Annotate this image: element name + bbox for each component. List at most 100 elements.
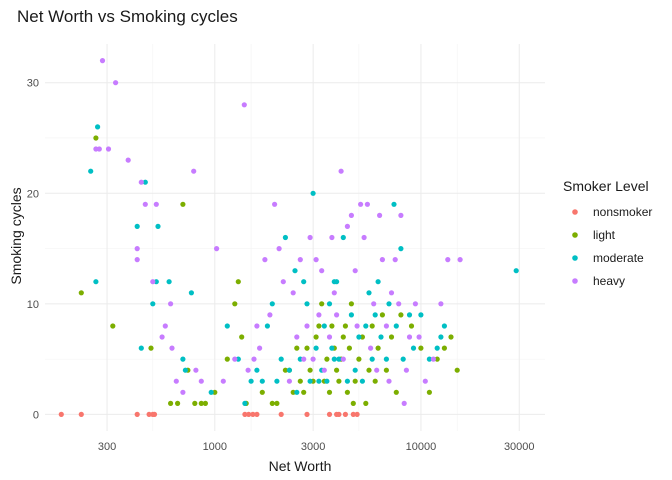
data-point-moderate <box>180 356 186 362</box>
gridlines <box>45 44 545 431</box>
data-point-moderate <box>93 279 99 285</box>
data-point-heavy <box>358 201 364 207</box>
data-point-moderate <box>286 367 292 373</box>
y-tick-label: 0 <box>33 409 39 421</box>
data-point-light <box>350 400 356 406</box>
data-point-heavy <box>272 201 278 207</box>
x-axis-title: Net Worth <box>269 458 332 474</box>
data-point-heavy <box>396 301 402 307</box>
data-point-moderate <box>369 356 375 362</box>
data-point-moderate <box>292 268 298 274</box>
data-point-moderate <box>316 378 322 384</box>
data-point-light <box>363 400 369 406</box>
data-point-light <box>434 356 440 362</box>
data-point-light <box>304 345 310 351</box>
data-point-nonsmoker <box>254 411 260 417</box>
data-point-light <box>398 312 404 318</box>
data-point-heavy <box>168 301 174 307</box>
legend: Smoker Level nonsmoker light moderate heavy <box>563 178 652 288</box>
data-point-nonsmoker <box>250 411 256 417</box>
data-point-moderate <box>326 301 333 307</box>
data-point-light <box>212 389 218 395</box>
legend-label-heavy: heavy <box>593 274 625 288</box>
data-point-light <box>342 323 348 329</box>
data-point-light <box>78 290 84 296</box>
legend-key-moderate <box>572 255 578 261</box>
data-point-moderate <box>138 345 144 351</box>
data-point-heavy <box>392 257 398 263</box>
data-point-light <box>348 301 354 307</box>
data-point-heavy <box>150 279 156 285</box>
data-point-heavy <box>214 246 220 252</box>
data-point-nonsmoker <box>342 411 348 417</box>
data-point-heavy <box>377 212 383 218</box>
data-point-heavy <box>368 345 374 351</box>
data-point-heavy <box>313 257 319 263</box>
data-point-moderate <box>264 323 270 329</box>
data-point-heavy <box>113 80 119 86</box>
data-point-moderate <box>386 301 392 307</box>
data-point-moderate <box>331 356 337 362</box>
x-tick-label: 3000 <box>301 441 325 453</box>
data-point-moderate <box>340 234 346 241</box>
data-point-heavy <box>262 257 268 263</box>
data-point-moderate <box>348 312 354 318</box>
y-axis-title: Smoking cycles <box>8 187 24 284</box>
data-point-moderate <box>418 312 424 318</box>
data-point-heavy <box>338 168 344 174</box>
data-point-light <box>388 334 395 340</box>
data-point-moderate <box>400 356 406 362</box>
data-point-moderate <box>398 246 404 252</box>
data-point-moderate <box>438 334 444 340</box>
data-point-heavy <box>352 268 358 274</box>
data-point-heavy <box>191 168 197 174</box>
data-point-light <box>454 367 460 373</box>
data-point-moderate <box>434 345 440 351</box>
data-point-moderate <box>142 179 148 185</box>
data-point-moderate <box>359 378 365 384</box>
data-point-light <box>259 389 265 395</box>
data-point-light <box>198 400 204 406</box>
legend-label-nonsmoker: nonsmoker <box>593 205 652 219</box>
data-point-light <box>282 367 288 373</box>
legend-title: Smoker Level <box>563 178 649 194</box>
data-point-heavy <box>280 279 286 285</box>
data-point-moderate <box>254 367 260 373</box>
data-point-heavy <box>321 367 327 373</box>
data-point-nonsmoker <box>58 411 64 417</box>
data-point-moderate <box>441 323 447 329</box>
data-point-light <box>418 345 424 351</box>
data-point-heavy <box>364 201 370 207</box>
data-point-light <box>334 367 340 373</box>
data-point-heavy <box>326 334 333 340</box>
data-point-heavy <box>319 268 325 274</box>
data-point-moderate <box>363 323 369 329</box>
data-point-moderate <box>378 334 384 340</box>
data-point-heavy <box>371 301 377 307</box>
data-point-heavy <box>198 378 204 384</box>
data-point-heavy <box>99 58 106 64</box>
data-point-light <box>366 367 372 373</box>
data-point-light <box>441 345 447 351</box>
data-point-light <box>290 389 296 395</box>
data-point-light <box>346 345 352 351</box>
data-point-nonsmoker <box>350 411 356 417</box>
data-point-nonsmoker <box>134 411 140 417</box>
data-point-moderate <box>278 356 284 362</box>
data-point-nonsmoker <box>278 411 284 417</box>
data-point-light <box>379 312 385 318</box>
data-point-light <box>180 201 186 207</box>
data-point-moderate <box>307 378 313 384</box>
data-point-moderate <box>331 279 337 285</box>
data-point-heavy <box>290 290 296 296</box>
data-point-light <box>168 400 174 406</box>
data-point-nonsmoker <box>246 411 252 417</box>
data-point-moderate <box>188 290 194 296</box>
data-point-light <box>294 345 300 351</box>
data-point-moderate <box>366 290 372 296</box>
data-point-heavy <box>193 367 199 373</box>
data-point-nonsmoker <box>354 411 360 417</box>
data-point-moderate <box>274 378 280 384</box>
data-point-light <box>326 389 333 395</box>
data-point-moderate <box>391 201 397 207</box>
